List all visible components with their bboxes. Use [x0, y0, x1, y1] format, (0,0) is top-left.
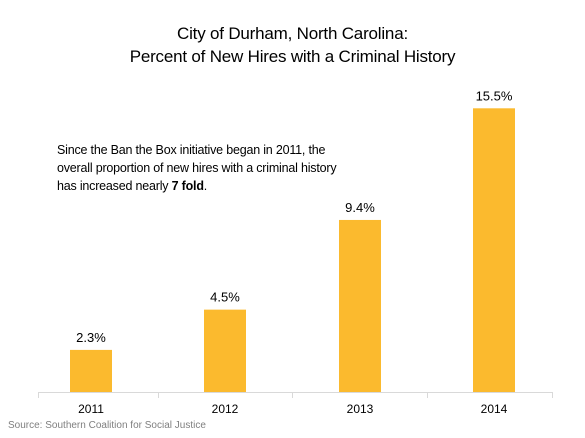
source-note: Source: Southern Coalition for Social Ju… — [8, 420, 206, 431]
bar-2013 — [339, 219, 381, 392]
x-tick-2014: 2014 — [481, 402, 508, 416]
annotation-text: Since the Ban the Box initiative began i… — [57, 143, 337, 193]
bar-2011 — [70, 349, 112, 392]
bar-2014 — [473, 108, 515, 392]
chart-title-line-2: Percent of New Hires with a Criminal His… — [129, 47, 456, 66]
bar-2012 — [204, 309, 246, 392]
x-tick-2012: 2012 — [212, 402, 239, 416]
x-tick-2011: 2011 — [78, 402, 104, 416]
data-label-2012: 4.5% — [210, 290, 240, 305]
annotation-period: . — [203, 179, 208, 193]
data-label-2011: 2.3% — [76, 330, 106, 345]
chart-annotation: Since the Ban the Box initiative began i… — [57, 141, 337, 195]
chart-title-line-1: City of Durham, North Carolina: — [177, 24, 408, 43]
data-label-2014: 15.5% — [476, 88, 513, 103]
x-tick-2013: 2013 — [347, 402, 374, 416]
data-label-2013: 9.4% — [345, 200, 375, 215]
annotation-emphasis: 7 fold — [171, 179, 204, 193]
chart-title: City of Durham, North Carolina: Percent … — [0, 22, 585, 68]
